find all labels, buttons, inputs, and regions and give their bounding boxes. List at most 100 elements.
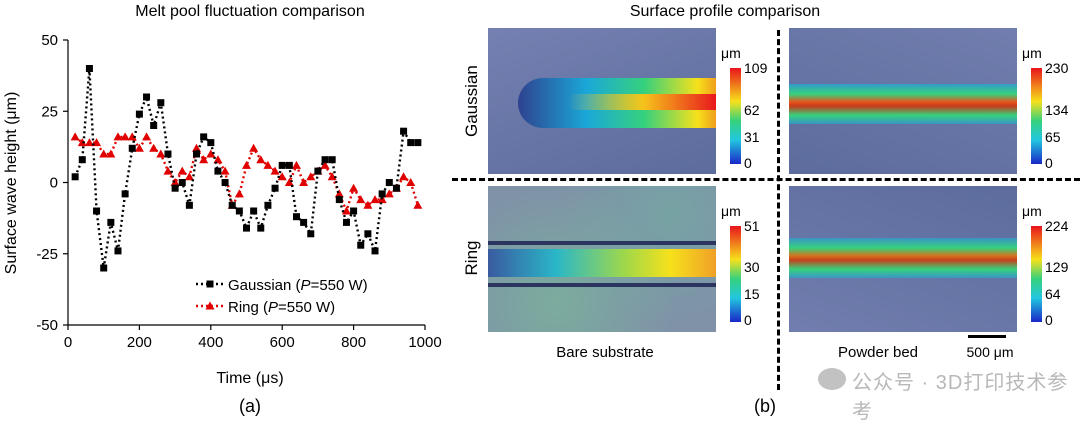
y-tick-label: -50 bbox=[36, 317, 58, 334]
data-point-gaussian bbox=[300, 218, 308, 226]
data-point-ring bbox=[277, 172, 287, 181]
data-point-ring bbox=[370, 195, 380, 204]
profile-gaussian-bare bbox=[488, 28, 716, 174]
data-point-gaussian bbox=[385, 179, 393, 186]
data-point-gaussian bbox=[107, 218, 115, 226]
data-point-gaussian bbox=[357, 241, 365, 249]
data-point-gaussian bbox=[414, 139, 422, 147]
watermark: 公众号 · 3D打印技术参考 bbox=[852, 372, 1069, 423]
colorbar-tick: 15 bbox=[744, 286, 760, 302]
data-point-ring bbox=[363, 200, 373, 209]
data-point-gaussian bbox=[407, 139, 415, 147]
scale-bar-label: 500 μm bbox=[966, 344, 1014, 360]
colorbar-tick: 64 bbox=[1045, 286, 1061, 302]
data-point-ring bbox=[170, 178, 180, 186]
data-point-gaussian bbox=[364, 230, 372, 238]
legend-ring-label: Ring (P=550 W) bbox=[228, 299, 335, 316]
data-point-gaussian bbox=[257, 224, 265, 232]
data-point-ring bbox=[70, 132, 80, 141]
colorbar-ring-bare bbox=[730, 226, 741, 322]
data-point-ring bbox=[142, 132, 152, 141]
caption-a: (a) bbox=[239, 396, 261, 416]
data-point-gaussian bbox=[400, 127, 408, 135]
data-point-ring bbox=[234, 189, 244, 198]
data-point-ring bbox=[156, 149, 166, 158]
caption-b: (b) bbox=[754, 396, 776, 416]
x-tick-label: 200 bbox=[127, 334, 152, 351]
data-point-ring bbox=[213, 155, 223, 164]
chart-b-title: Surface profile comparison bbox=[629, 3, 821, 20]
data-point-ring bbox=[220, 166, 230, 175]
data-point-ring bbox=[84, 138, 94, 147]
data-point-gaussian bbox=[307, 230, 315, 238]
data-point-ring bbox=[206, 149, 216, 158]
y-tick-label: -25 bbox=[36, 246, 58, 263]
chart-a-title: Melt pool fluctuation comparison bbox=[135, 3, 365, 20]
data-point-ring bbox=[163, 166, 173, 175]
data-point-gaussian bbox=[264, 201, 272, 209]
data-point-gaussian bbox=[85, 65, 93, 72]
data-point-gaussian bbox=[392, 184, 400, 192]
x-tick-label: 1000 bbox=[408, 334, 441, 351]
data-point-gaussian bbox=[214, 167, 222, 175]
data-point-ring bbox=[270, 166, 280, 175]
colorbar-tick: 30 bbox=[744, 259, 760, 275]
column-label-bare: Bare substrate bbox=[556, 344, 654, 361]
data-point-ring bbox=[177, 166, 187, 175]
melt-track bbox=[789, 84, 1017, 124]
data-point-gaussian bbox=[93, 207, 101, 215]
data-point-gaussian bbox=[342, 218, 350, 226]
data-point-gaussian bbox=[128, 144, 136, 152]
colorbar-tick: 0 bbox=[744, 312, 752, 328]
data-point-ring bbox=[199, 155, 209, 164]
data-point-gaussian bbox=[321, 156, 329, 164]
colorbar-tick: 0 bbox=[1045, 155, 1053, 171]
data-point-gaussian bbox=[100, 264, 108, 272]
data-point-ring bbox=[149, 143, 159, 152]
data-point-ring bbox=[406, 178, 416, 186]
colorbar-unit: μm bbox=[721, 45, 741, 61]
data-point-gaussian bbox=[328, 156, 336, 164]
data-point-ring bbox=[334, 189, 344, 198]
data-point-ring bbox=[299, 178, 309, 186]
legend-gaussian-label: Gaussian (P=550 W) bbox=[228, 277, 368, 294]
data-point-ring bbox=[356, 195, 366, 204]
legend-ring-swatch bbox=[196, 301, 224, 310]
data-point-gaussian bbox=[178, 179, 186, 186]
data-point-gaussian bbox=[200, 133, 208, 141]
colorbar-gaussian-bare bbox=[730, 68, 741, 164]
x-tick-label: 0 bbox=[64, 334, 72, 351]
colorbar-unit: μm bbox=[1022, 45, 1042, 61]
x-tick-label: 400 bbox=[198, 334, 223, 351]
data-point-ring bbox=[242, 160, 251, 169]
data-point-ring bbox=[134, 143, 144, 152]
x-tick-label: 600 bbox=[270, 334, 295, 351]
y-axis-label: Surface wave height (μm) bbox=[3, 91, 20, 275]
data-point-gaussian bbox=[243, 224, 250, 232]
data-point-gaussian bbox=[378, 190, 386, 198]
data-point-gaussian bbox=[228, 201, 236, 209]
melt-track bbox=[488, 249, 716, 277]
column-label-powder: Powder bed bbox=[837, 344, 919, 361]
colorbar-gaussian-powder bbox=[1031, 68, 1042, 164]
scale-bar bbox=[968, 335, 1006, 338]
wechat-logo-icon bbox=[818, 368, 846, 390]
profile-gaussian-powder bbox=[789, 28, 1017, 174]
profile-ring-bare bbox=[488, 186, 716, 332]
data-point-gaussian bbox=[193, 150, 201, 158]
data-point-ring bbox=[284, 178, 294, 186]
data-point-ring bbox=[399, 172, 409, 181]
colorbar-ring-powder bbox=[1031, 226, 1042, 322]
line-chart: 0 200 400 600 800 1000 50 25 0 -25 -50 Gaussian (P… bbox=[36, 32, 441, 351]
series-line-ring bbox=[74, 134, 420, 215]
data-point-gaussian bbox=[250, 207, 258, 215]
data-point-gaussian bbox=[71, 173, 79, 181]
melt-track bbox=[789, 238, 1017, 278]
data-point-gaussian bbox=[350, 207, 358, 215]
data-point-gaussian bbox=[285, 161, 293, 169]
data-point-gaussian bbox=[292, 213, 300, 221]
data-point-gaussian bbox=[314, 167, 322, 175]
data-point-gaussian bbox=[164, 150, 172, 158]
data-point-ring bbox=[306, 172, 316, 181]
data-point-gaussian bbox=[278, 161, 286, 169]
